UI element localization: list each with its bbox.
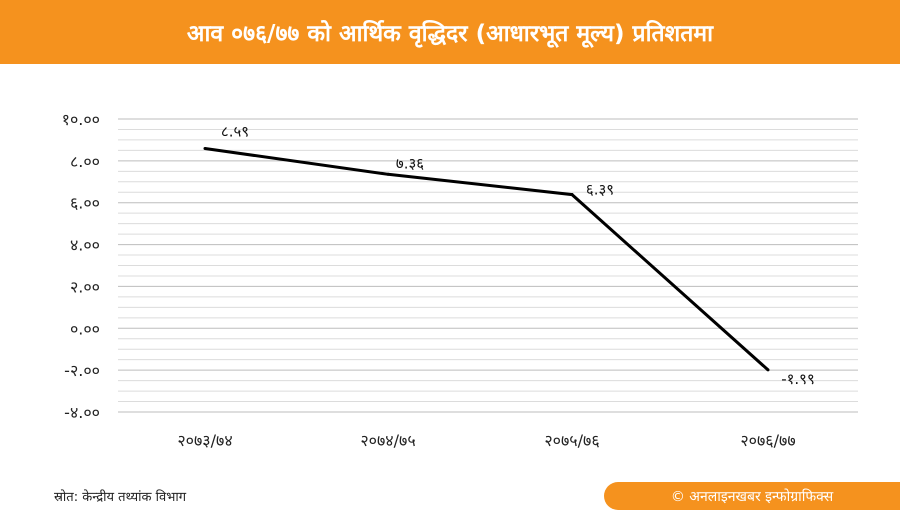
x-tick-label: २०७५/७६ bbox=[544, 431, 599, 450]
data-point bbox=[570, 193, 574, 197]
credit-badge: © अनलाइनखबर इन्फोग्राफिक्स bbox=[604, 482, 900, 510]
y-tick-label: ०.०० bbox=[70, 319, 100, 338]
y-tick-label: १०.०० bbox=[62, 110, 100, 129]
y-tick-label: -४.०० bbox=[64, 403, 100, 422]
y-tick-label: ६.०० bbox=[70, 194, 100, 213]
y-tick-label: ८.०० bbox=[70, 152, 100, 171]
chart-title: आव ०७६/७७ को आर्थिक वृद्धिदर (आधारभूत मू… bbox=[186, 21, 714, 47]
y-tick-label: २.०० bbox=[70, 277, 100, 296]
x-tick-label: २०७३/७४ bbox=[177, 431, 232, 450]
data-point bbox=[203, 147, 207, 151]
line-chart: १०.०० ८.०० ६.०० ४.०० २.०० ०.०० -२.०० -४.०० २०७३/… bbox=[62, 110, 858, 450]
source-note: स्रोत: केन्द्रीय तथ्यांक विभाग bbox=[54, 490, 187, 505]
x-tick-label: २०७४/७५ bbox=[360, 431, 415, 450]
data-label: ७.३६ bbox=[396, 154, 424, 172]
y-tick-label: ४.०० bbox=[70, 236, 100, 255]
data-label: -१.९९ bbox=[781, 370, 815, 388]
series-line bbox=[204, 147, 769, 372]
data-label: ६.३९ bbox=[586, 181, 614, 199]
title-bar: आव ०७६/७७ को आर्थिक वृद्धिदर (आधारभूत मू… bbox=[0, 0, 900, 64]
data-point bbox=[386, 172, 390, 176]
y-tick-label: -२.०० bbox=[64, 361, 100, 380]
x-tick-label: २०७६/७७ bbox=[740, 431, 795, 450]
data-label: ८.५९ bbox=[221, 123, 249, 141]
data-point bbox=[766, 368, 770, 372]
credit-text: © अनलाइनखबर इन्फोग्राफिक्स bbox=[670, 488, 834, 505]
